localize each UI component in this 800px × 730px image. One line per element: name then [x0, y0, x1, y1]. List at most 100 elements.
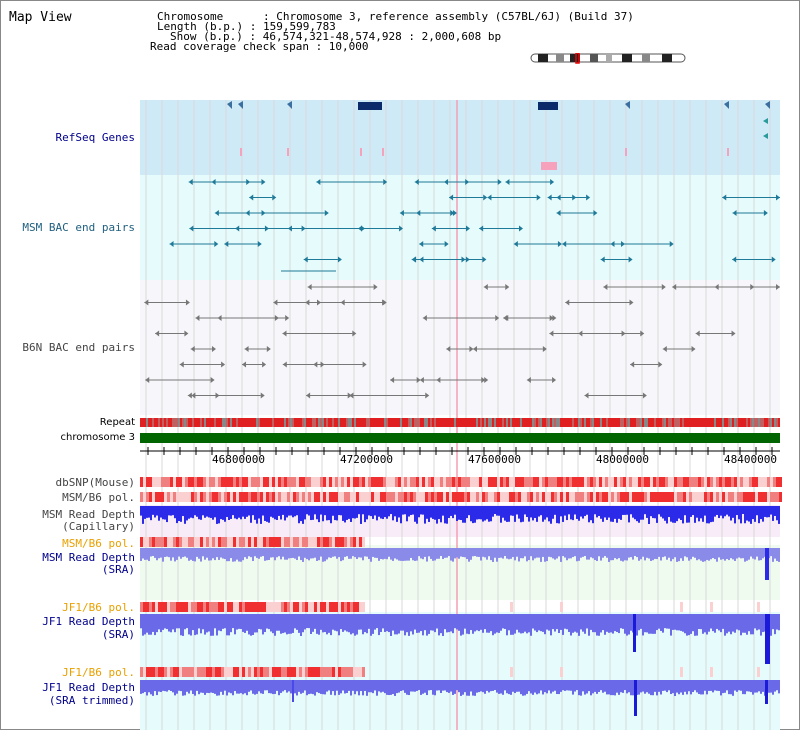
depth-bar [610, 680, 612, 696]
depth-bar [266, 506, 268, 522]
repeat-segment [458, 418, 460, 427]
depth-bar [252, 614, 254, 635]
pol-segment [242, 667, 245, 677]
bac-end-marker [669, 241, 674, 247]
depth-bar [244, 506, 246, 519]
track-label-jf1-depth-sra[interactable]: JF1 Read Depth [42, 615, 135, 628]
depth-bar [280, 506, 282, 520]
depth-bar [374, 680, 376, 691]
bac-end-marker [262, 361, 267, 368]
track-label-msm-depth-capillary[interactable]: MSM Read Depth [42, 508, 135, 521]
depth-bar [748, 506, 750, 522]
depth-bar [660, 680, 662, 695]
depth-bar [358, 548, 360, 558]
track-label-refseq[interactable]: RefSeq Genes [55, 131, 135, 144]
depth-bar [602, 680, 604, 693]
depth-bar [186, 506, 188, 521]
depth-bar [682, 614, 684, 632]
pol-segment [527, 477, 530, 487]
depth-bar [266, 680, 268, 691]
depth-bar [712, 548, 714, 559]
pol-segment [242, 492, 245, 502]
chromosome-ideogram[interactable] [530, 53, 686, 64]
pol-segment [419, 492, 422, 502]
depth-bar [562, 614, 564, 635]
track-label-b6n-bac[interactable]: B6N BAC end pairs [22, 341, 135, 354]
depth-bar [406, 614, 408, 633]
repeat-segment [460, 418, 462, 427]
pol-segment [359, 537, 362, 547]
depth-bar [642, 506, 644, 520]
track-label-msm-depth-sra[interactable]: MSM Read Depth [42, 551, 135, 564]
pol-segment [287, 667, 290, 677]
depth-bar [568, 614, 570, 632]
depth-bar [454, 680, 456, 694]
depth-bar [376, 614, 378, 629]
depth-bar [724, 506, 726, 517]
bac-end-marker [731, 330, 736, 337]
depth-bar [164, 614, 166, 629]
depth-bar [216, 548, 218, 558]
track-label-jf1-b6-pol-2[interactable]: JF1/B6 pol. [62, 666, 135, 679]
depth-bar [650, 614, 652, 634]
depth-bar [234, 680, 236, 692]
depth-bar [530, 548, 532, 557]
pol-segment [356, 492, 359, 502]
pol-segment [284, 602, 287, 612]
pol-segment [536, 477, 539, 487]
depth-bar [580, 506, 582, 517]
repeat-segment [496, 418, 498, 427]
depth-bar [632, 680, 634, 696]
pol-segment [587, 477, 590, 487]
repeat-segment [520, 418, 522, 427]
depth-bar [224, 506, 226, 522]
pol-segment [203, 667, 206, 677]
bac-end-marker [449, 194, 454, 201]
pol-segment [662, 477, 665, 487]
pol-segment [362, 492, 365, 502]
depth-bar [268, 548, 270, 560]
pol-segment [230, 602, 233, 612]
track-label-jf1-b6-pol[interactable]: JF1/B6 pol. [62, 601, 135, 614]
track-label-dbsnp[interactable]: dbSNP(Mouse) [55, 476, 135, 489]
depth-bar [700, 548, 702, 561]
depth-bar [636, 614, 638, 636]
repeat-segment [290, 418, 292, 427]
depth-bar [156, 548, 158, 561]
depth-bar [682, 548, 684, 561]
bac-end-marker [714, 284, 719, 290]
depth-bar [626, 548, 628, 561]
pol-segment [278, 667, 281, 677]
depth-bar [360, 614, 362, 630]
depth-bar [468, 506, 470, 516]
depth-bar [558, 614, 560, 634]
depth-bar [454, 506, 456, 515]
gene-tick [287, 148, 289, 156]
depth-bar [232, 506, 234, 516]
depth-bar [740, 506, 742, 524]
depth-bar [202, 614, 204, 630]
depth-bar [456, 614, 458, 630]
depth-bar [394, 614, 396, 635]
depth-bar [326, 680, 328, 692]
pol-segment [359, 602, 362, 612]
depth-bar [528, 506, 530, 522]
bac-end-marker [320, 361, 325, 368]
track-label-msm-bac[interactable]: MSM BAC end pairs [22, 221, 135, 234]
depth-bar [160, 680, 162, 693]
depth-bar [396, 506, 398, 522]
track-label-repeat[interactable]: Repeat [99, 417, 135, 428]
pol-segment [755, 477, 758, 487]
pol-segment [710, 492, 713, 502]
depth-bar [476, 506, 478, 520]
track-label-msm-b6-pol-2[interactable]: MSM/B6 pol. [62, 537, 135, 550]
depth-bar [464, 614, 466, 629]
repeat-segment [406, 418, 408, 427]
track-label-jf1-depth-trimmed[interactable]: JF1 Read Depth [42, 681, 135, 694]
repeat-segment [238, 418, 240, 427]
track-label-chromosome[interactable]: chromosome 3 [60, 432, 135, 443]
pol-segment [152, 537, 155, 547]
track-label-msm-b6-pol[interactable]: MSM/B6 pol. [62, 491, 135, 504]
repeat-segment [530, 418, 532, 427]
depth-bar [776, 548, 778, 561]
